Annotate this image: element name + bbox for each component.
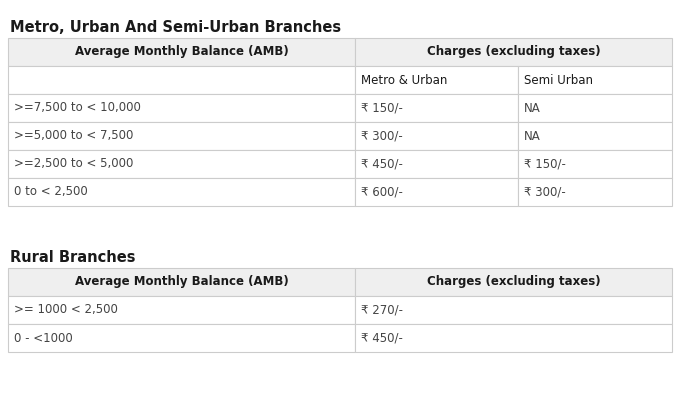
Bar <box>8 38 355 66</box>
Bar <box>355 94 518 122</box>
Text: ₹ 300/-: ₹ 300/- <box>361 129 403 143</box>
Text: 0 - <1000: 0 - <1000 <box>14 331 73 345</box>
Text: Average Monthly Balance (AMB): Average Monthly Balance (AMB) <box>75 276 288 289</box>
Bar <box>518 150 672 178</box>
Bar <box>355 66 518 94</box>
Bar <box>355 38 672 66</box>
Text: >=5,000 to < 7,500: >=5,000 to < 7,500 <box>14 129 133 143</box>
Bar <box>355 178 518 206</box>
Bar <box>8 296 355 324</box>
Text: ₹ 150/-: ₹ 150/- <box>361 102 403 114</box>
Bar <box>355 122 518 150</box>
Bar <box>518 178 672 206</box>
Text: Rural Branches: Rural Branches <box>10 250 135 265</box>
Bar <box>8 94 355 122</box>
Bar <box>8 122 355 150</box>
Text: Metro, Urban And Semi-Urban Branches: Metro, Urban And Semi-Urban Branches <box>10 20 341 35</box>
Text: Charges (excluding taxes): Charges (excluding taxes) <box>426 276 600 289</box>
Bar <box>355 296 672 324</box>
Text: ₹ 150/-: ₹ 150/- <box>524 158 566 170</box>
Bar <box>518 66 672 94</box>
Bar <box>355 268 672 296</box>
Text: >=2,500 to < 5,000: >=2,500 to < 5,000 <box>14 158 133 170</box>
Text: >= 1000 < 2,500: >= 1000 < 2,500 <box>14 303 118 316</box>
Bar <box>355 324 672 352</box>
Text: NA: NA <box>524 129 541 143</box>
Text: ₹ 270/-: ₹ 270/- <box>361 303 403 316</box>
Text: >=7,500 to < 10,000: >=7,500 to < 10,000 <box>14 102 141 114</box>
Bar <box>8 178 355 206</box>
Text: Charges (excluding taxes): Charges (excluding taxes) <box>426 46 600 58</box>
Text: ₹ 600/-: ₹ 600/- <box>361 185 403 198</box>
Text: Average Monthly Balance (AMB): Average Monthly Balance (AMB) <box>75 46 288 58</box>
Text: NA: NA <box>524 102 541 114</box>
Bar <box>8 324 355 352</box>
Bar <box>518 122 672 150</box>
Text: Metro & Urban: Metro & Urban <box>361 73 447 87</box>
Text: ₹ 450/-: ₹ 450/- <box>361 158 403 170</box>
Bar <box>355 150 518 178</box>
Bar <box>518 94 672 122</box>
Text: Semi Urban: Semi Urban <box>524 73 593 87</box>
Bar <box>8 150 355 178</box>
Text: 0 to < 2,500: 0 to < 2,500 <box>14 185 88 198</box>
Bar <box>8 268 355 296</box>
Bar <box>8 66 355 94</box>
Text: ₹ 450/-: ₹ 450/- <box>361 331 403 345</box>
Text: ₹ 300/-: ₹ 300/- <box>524 185 566 198</box>
